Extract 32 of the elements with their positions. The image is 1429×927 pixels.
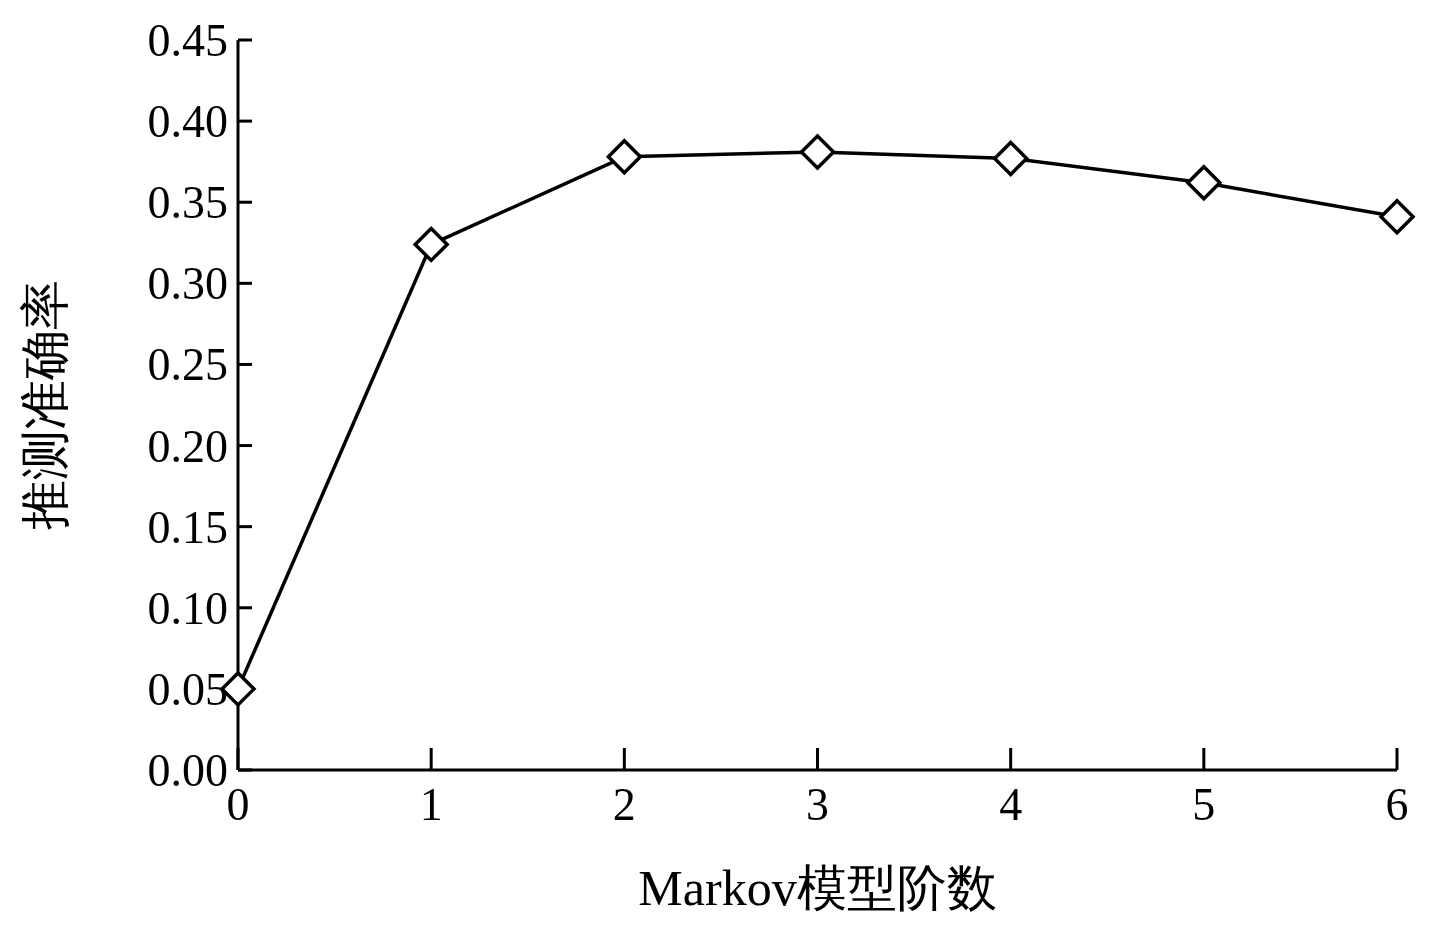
x-tick-label: 5: [1192, 779, 1216, 830]
y-tick-label: 0.45: [147, 15, 228, 66]
x-axis-tick: 0: [226, 748, 250, 830]
y-tick-label: 0.40: [147, 96, 228, 148]
x-axis-title: Markov模型阶数: [638, 860, 997, 916]
x-axis-tick: 1: [419, 748, 443, 830]
x-axis-tick: 2: [612, 748, 636, 830]
y-tick-label: 0.30: [147, 258, 228, 310]
point: [992, 140, 1029, 177]
x-axis-tick: 6: [1385, 748, 1409, 830]
y-tick-label: 0.35: [147, 177, 228, 229]
y-tick-label: 0.05: [147, 663, 228, 715]
point: [413, 226, 449, 263]
point: [1379, 199, 1415, 235]
y-axis-title: 推测准确率: [17, 280, 73, 530]
x-axis-tick: 5: [1192, 748, 1216, 830]
x-tick-label: 2: [612, 779, 636, 830]
x-axis-tick: 4: [999, 748, 1023, 830]
point: [799, 134, 836, 170]
y-tick-label: 0.10: [147, 582, 228, 634]
y-tick-label: 0.25: [147, 339, 228, 391]
x-axis-tick: 3: [806, 748, 829, 830]
point: [1186, 165, 1222, 201]
x-tick-label: 6: [1385, 779, 1409, 830]
x-tick-label: 4: [999, 779, 1023, 830]
point: [606, 139, 643, 175]
y-tick-label: 0.15: [147, 501, 228, 553]
x-tick-label: 3: [806, 779, 829, 830]
x-tick-label: 0: [226, 779, 250, 830]
x-tick-label: 1: [419, 779, 443, 830]
y-tick-label: 0.20: [147, 420, 228, 472]
y-tick-label: 0.00: [147, 745, 228, 796]
